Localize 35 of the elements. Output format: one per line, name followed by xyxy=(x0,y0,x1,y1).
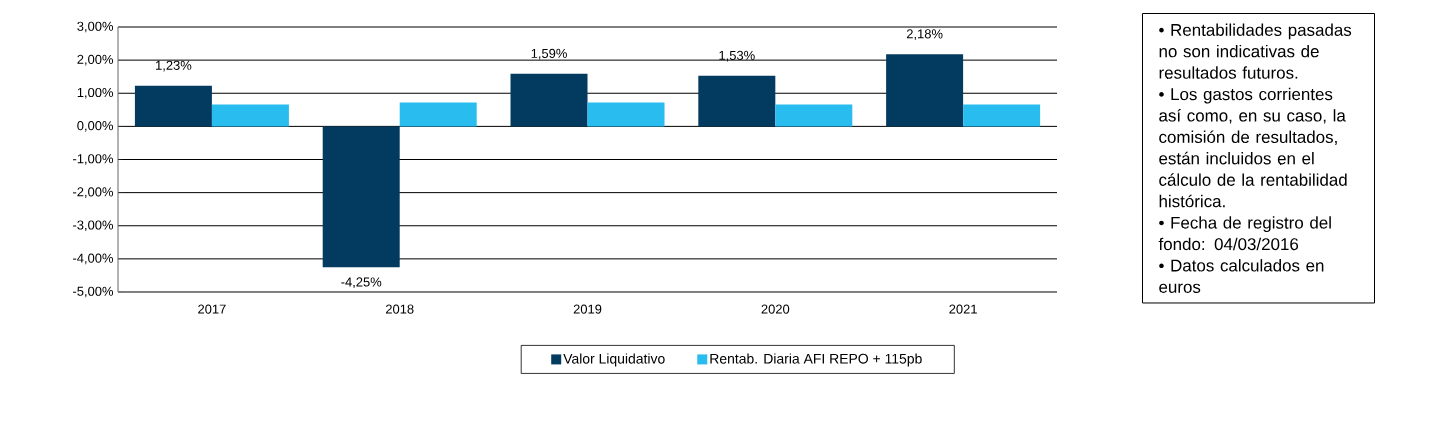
data-label: 1,53% xyxy=(719,50,755,62)
data-label: 2,18% xyxy=(906,29,943,40)
y-tick-label: 0,00% xyxy=(77,121,114,132)
bar xyxy=(698,75,776,127)
text: • Los gastos corrientes así como, en su caso, la comisión de resultados, están incluidos en el cálculo de la rentabilidad histórica. xyxy=(1159,87,1347,208)
text: • Datos calculados en euros xyxy=(1159,259,1324,293)
legend-label: Rentab. Diaria AFI REPO + 115pb xyxy=(710,353,922,367)
y-tick-label: 2,00% xyxy=(77,54,114,66)
y-tick-label: 1,00% xyxy=(77,87,114,99)
bar xyxy=(211,104,289,127)
bar xyxy=(963,104,1041,127)
y-tick-label: -2,00% xyxy=(73,187,114,198)
text: • Rentabilidades pasadas no son indicativas de resultados futuros. xyxy=(1159,23,1352,79)
bar xyxy=(399,102,477,127)
x-tick-label: 2019 xyxy=(573,304,602,314)
x-tick-label: 2017 xyxy=(198,304,226,314)
bar xyxy=(886,54,964,127)
x-tick-label: 2020 xyxy=(761,304,790,314)
data-label: 1,23% xyxy=(156,60,192,72)
y-tick-label: 3,00% xyxy=(77,21,114,33)
text: • Fecha de registro del fondo: 04/03/2016 xyxy=(1158,216,1331,251)
y-tick-label: -3,00% xyxy=(73,220,114,232)
y-tick-label: -5,00% xyxy=(73,286,114,298)
bar xyxy=(587,102,665,127)
bar xyxy=(134,85,212,127)
bar xyxy=(775,104,853,127)
x-tick-label: 2018 xyxy=(385,304,414,314)
y-tick-label: -1,00% xyxy=(73,154,114,165)
y-tick-label: -4,00% xyxy=(73,253,114,265)
bar xyxy=(322,126,400,268)
data-label: -4,25% xyxy=(341,277,382,289)
data-label: 1,59% xyxy=(531,48,567,60)
bar xyxy=(510,73,588,127)
x-tick-label: 2021 xyxy=(949,304,977,314)
legend-label: Valor Liquidativo xyxy=(563,353,665,367)
